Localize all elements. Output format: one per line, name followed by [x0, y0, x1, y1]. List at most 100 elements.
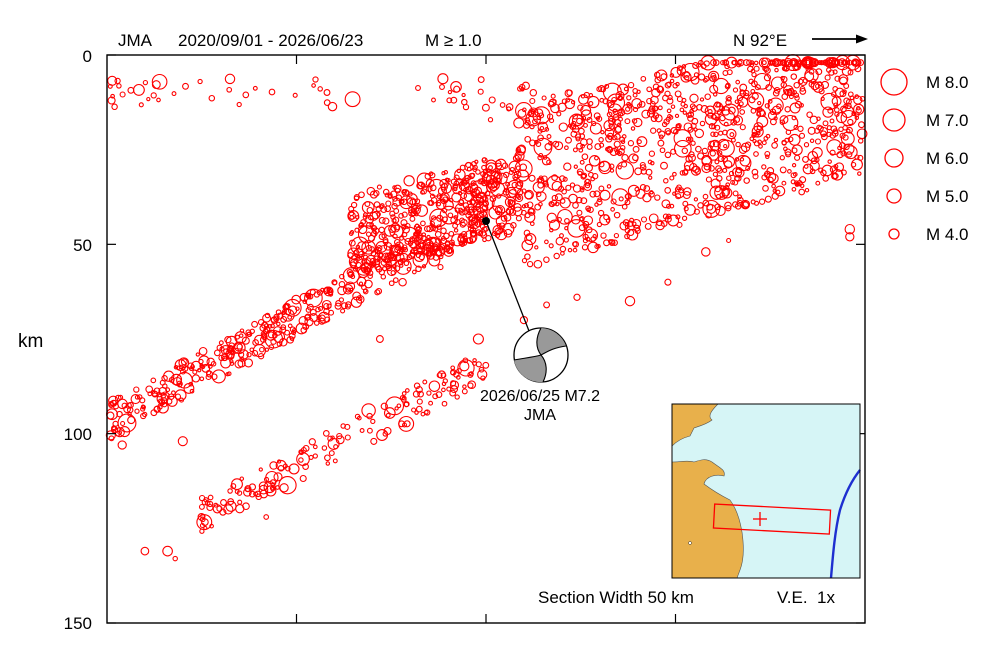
hypocenter-marker [790, 73, 798, 80]
hypocenter-marker [467, 380, 477, 390]
hypocenter-marker [857, 171, 862, 176]
hypocenter-marker [415, 204, 429, 217]
hypocenter-marker [667, 214, 680, 227]
hypocenter-marker [826, 139, 843, 156]
hypocenter-marker [658, 130, 666, 138]
hypocenter-marker [439, 194, 449, 204]
hypocenter-marker [791, 163, 797, 168]
hypocenter-marker [687, 115, 694, 122]
hypocenter-marker [524, 135, 532, 143]
hypocenter-marker [565, 97, 571, 103]
hypocenter-marker [291, 330, 297, 336]
hypocenter-marker [454, 394, 460, 400]
hypocenter-marker [403, 260, 410, 267]
hypocenter-marker [120, 420, 126, 427]
hypocenter-marker [857, 138, 864, 144]
hypocenter-marker [287, 314, 293, 320]
hypocenter-marker [526, 260, 534, 268]
hypocenter-marker [753, 65, 760, 72]
hypocenter-marker [422, 379, 428, 385]
hypocenter-marker [769, 118, 777, 126]
hypocenter-marker [556, 111, 562, 117]
hypocenter-marker [742, 200, 750, 208]
hypocenter-marker [734, 202, 742, 210]
hypocenter-marker [182, 82, 189, 90]
hypocenter-marker [648, 150, 656, 157]
hypocenter-marker [226, 346, 234, 354]
hypocenter-marker [110, 93, 115, 99]
hypocenter-marker [153, 405, 161, 413]
hypocenter-marker [422, 244, 435, 256]
hypocenter-marker [375, 287, 383, 295]
hypocenter-marker [398, 277, 407, 287]
hypocenter-marker [570, 100, 576, 105]
hypocenter-marker [378, 233, 386, 240]
hypocenter-marker [650, 127, 657, 134]
hypocenter-marker [367, 270, 374, 277]
hypocenter-marker [683, 187, 692, 196]
hypocenter-marker [687, 126, 694, 133]
hypocenter-marker [598, 137, 604, 143]
hypocenter-marker [782, 64, 790, 72]
hypocenter-marker [300, 326, 308, 334]
hypocenter-marker [541, 156, 551, 166]
hypocenter-marker [277, 465, 285, 472]
hypocenter-marker [779, 59, 787, 67]
hypocenter-marker [829, 118, 835, 124]
hypocenter-marker [798, 132, 806, 139]
hypocenter-marker [415, 265, 422, 273]
hypocenter-marker [474, 213, 479, 219]
hypocenter-marker [765, 154, 770, 160]
hypocenter-marker [504, 196, 516, 208]
hypocenter-marker [607, 239, 613, 244]
hypocenter-marker [339, 273, 345, 280]
hypocenter-marker [273, 472, 283, 482]
hypocenter-marker [793, 124, 799, 130]
hypocenter-marker [794, 100, 803, 109]
hypocenter-marker [450, 178, 457, 185]
hypocenter-marker [659, 147, 666, 154]
hypocenter-marker [693, 197, 699, 202]
hypocenter-marker [312, 444, 318, 450]
hypocenter-marker [475, 199, 480, 204]
hypocenter-marker [727, 106, 736, 115]
hypocenter-marker [285, 465, 291, 472]
hypocenter-marker [674, 90, 682, 98]
hypocenter-marker [630, 126, 636, 131]
hypocenter-marker [465, 237, 472, 244]
hypocenter-marker [784, 148, 792, 156]
hypocenter-marker [304, 292, 310, 297]
hypocenter-marker [594, 243, 600, 250]
hypocenter-marker [195, 352, 200, 357]
hypocenter-marker [258, 467, 263, 472]
hypocenter-marker [666, 97, 674, 105]
hypocenter-marker [732, 179, 739, 186]
hypocenter-marker [617, 165, 622, 170]
hypocenter-marker [465, 211, 473, 219]
hypocenter-marker [270, 316, 278, 324]
hypocenter-marker [404, 388, 410, 393]
hypocenter-marker [447, 212, 454, 219]
vertical-exaggeration-label: V.E. 1x [777, 588, 835, 607]
hypocenter-marker [391, 218, 397, 224]
hypocenter-marker [592, 234, 597, 239]
hypocenter-marker [458, 181, 464, 187]
hypocenter-marker [549, 227, 554, 233]
hypocenter-marker [821, 133, 828, 141]
hypocenter-marker [587, 95, 600, 109]
period-label: 2020/09/01 - 2026/06/23 [178, 31, 363, 50]
hypocenter-marker [388, 280, 395, 287]
hypocenter-marker [604, 127, 615, 138]
hypocenter-marker [657, 139, 665, 147]
hypocenter-marker [708, 165, 715, 172]
hypocenter-marker [347, 211, 356, 220]
hypocenter-marker [262, 313, 272, 323]
hypocenter-marker [257, 353, 265, 360]
hypocenter-marker [831, 168, 844, 181]
hypocenter-marker [134, 394, 140, 400]
hypocenter-marker [686, 112, 692, 119]
hypocenter-marker [258, 484, 269, 495]
hypocenter-marker [826, 131, 832, 138]
hypocenter-marker [554, 141, 564, 151]
hypocenter-marker [617, 95, 623, 101]
